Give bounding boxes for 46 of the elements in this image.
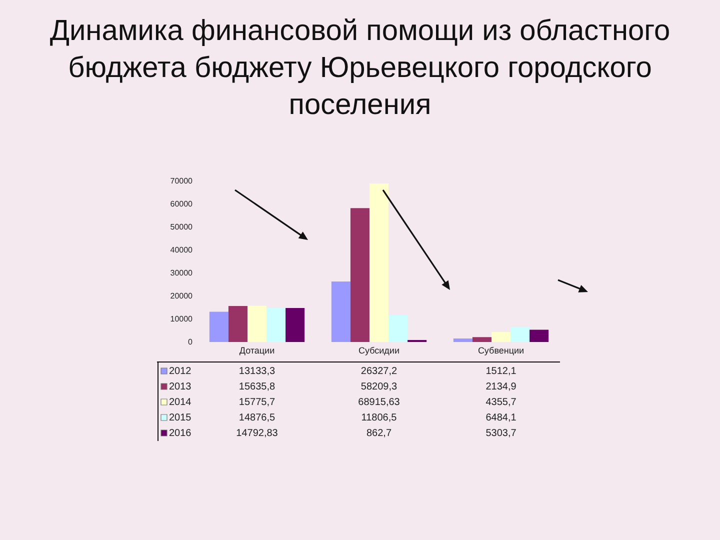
bar: [453, 338, 472, 342]
bar: [530, 330, 549, 342]
bar: [228, 306, 248, 342]
data-label: 26327,2: [360, 366, 398, 377]
bar: [247, 306, 267, 342]
data-label: 15775,7: [238, 397, 276, 408]
y-tick-label: 70000: [170, 176, 194, 186]
data-label: 14876,5: [238, 412, 276, 424]
y-tick-label: 50000: [170, 222, 194, 232]
bar: [350, 208, 370, 342]
legend-label: 2013: [169, 382, 192, 392]
chart-title: Динамика финансовой помощи из областного бюджета бюджету Юрьевецкого городского поселения: [50, 15, 670, 121]
data-label: 6484,1: [486, 412, 517, 424]
y-tick-label: 30000: [170, 268, 194, 278]
bar: [286, 308, 305, 342]
data-label: 58209,3: [360, 382, 398, 392]
data-label: 4355,7: [486, 397, 517, 408]
y-tick-label: 20000: [170, 292, 194, 300]
bar: [331, 281, 350, 342]
data-label: 13133,3: [238, 366, 276, 377]
y-tick-label: 60000: [170, 200, 194, 208]
y-tick-label: 0: [188, 338, 194, 346]
x-tick-label: Субсидии: [358, 346, 400, 356]
bar: [266, 308, 286, 342]
bar: [491, 332, 511, 342]
y-tick-label: 10000: [170, 314, 194, 324]
x-tick-label: Дотации: [239, 346, 275, 356]
data-label: 15635,8: [238, 382, 276, 392]
data-label: 1512,1: [486, 366, 517, 377]
bar: [472, 337, 492, 342]
data-label: 11806,5: [361, 412, 398, 424]
legend-label: 2014: [169, 397, 192, 408]
data-label: 2134,9: [486, 382, 517, 392]
data-label: 14792,83: [236, 428, 278, 439]
legend-label: 2015: [169, 412, 192, 424]
x-tick-label: Субвенции: [478, 346, 524, 356]
data-label: 5303,7: [486, 428, 517, 439]
bar: [388, 314, 408, 342]
data-label: 68915,63: [358, 397, 400, 408]
legend-label: 2016: [169, 428, 192, 439]
bar: [510, 327, 530, 342]
y-tick-label: 40000: [170, 246, 194, 254]
bar: [209, 312, 228, 342]
bar: [369, 183, 389, 342]
data-label: 862,7: [366, 428, 392, 439]
legend-label: 2012: [169, 366, 192, 377]
